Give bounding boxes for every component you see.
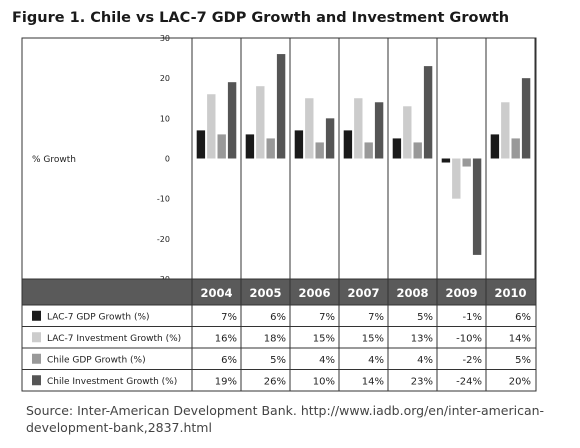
bar xyxy=(511,138,520,159)
bar xyxy=(315,142,324,159)
bar xyxy=(423,66,433,159)
chart-title: Figure 1. Chile vs LAC-7 GDP Growth and … xyxy=(12,10,510,26)
legend-swatch xyxy=(32,353,41,364)
bar xyxy=(413,142,422,159)
x-tick-label: 2008 xyxy=(396,286,428,300)
y-tick-label: 30 xyxy=(160,34,170,43)
x-tick-label: 2010 xyxy=(494,286,526,300)
legend-swatch xyxy=(32,332,41,343)
bar xyxy=(392,138,402,159)
data-label: 23% xyxy=(411,376,433,387)
y-tick-label: 0 xyxy=(165,155,170,164)
legend-swatch xyxy=(32,375,41,386)
bar xyxy=(276,54,286,159)
x-tick-label: 2006 xyxy=(298,286,330,300)
data-label: 4% xyxy=(368,355,384,366)
data-label: -1% xyxy=(463,312,482,323)
data-label: 6% xyxy=(221,355,237,366)
y-axis-label: % Growth xyxy=(32,155,76,165)
y-tick-label: 10 xyxy=(160,114,170,123)
data-label: 16% xyxy=(215,333,237,344)
x-tick-label: 2004 xyxy=(200,286,232,300)
y-tick-label: 20 xyxy=(160,74,170,83)
bar xyxy=(441,158,451,163)
bar xyxy=(343,130,353,159)
legend-label: Chile Investment Growth (%) xyxy=(47,377,177,387)
data-label: 19% xyxy=(215,376,237,387)
bar xyxy=(501,102,510,159)
data-label: 10% xyxy=(313,376,335,387)
bar xyxy=(207,94,216,159)
data-label: 5% xyxy=(515,355,531,366)
data-label: -10% xyxy=(456,333,482,344)
bar xyxy=(490,134,500,159)
data-label: 4% xyxy=(417,355,433,366)
bar xyxy=(462,158,471,167)
chart: % Growth 3020100-10-20-30200420052006200… xyxy=(21,34,537,392)
bar xyxy=(305,98,314,159)
data-label: 20% xyxy=(509,376,531,387)
data-label: 14% xyxy=(362,376,384,387)
bar xyxy=(266,138,275,159)
data-label: 5% xyxy=(417,312,433,323)
bar xyxy=(256,86,265,159)
bar xyxy=(472,158,482,255)
x-tick-label: 2007 xyxy=(347,286,379,300)
source-note: Source: Inter-American Development Bank.… xyxy=(26,403,545,435)
bar xyxy=(354,98,363,159)
legend-label: Chile GDP Growth (%) xyxy=(47,355,146,365)
legend-label: LAC-7 Investment Growth (%) xyxy=(47,334,181,344)
bar xyxy=(403,106,412,159)
bar xyxy=(452,158,461,199)
data-label: 7% xyxy=(221,312,237,323)
legend-label: LAC-7 GDP Growth (%) xyxy=(47,312,150,322)
bar xyxy=(217,134,226,159)
data-label: 7% xyxy=(319,312,335,323)
data-label: 15% xyxy=(362,333,384,344)
legend-swatch xyxy=(32,310,41,321)
x-tick-label: 2005 xyxy=(249,286,281,300)
data-label: -24% xyxy=(456,376,482,387)
bar xyxy=(374,102,384,159)
data-label: 6% xyxy=(270,312,286,323)
bar xyxy=(245,134,255,159)
data-label: 5% xyxy=(270,355,286,366)
data-label: 4% xyxy=(319,355,335,366)
data-label: -2% xyxy=(463,355,482,366)
data-label: 7% xyxy=(368,312,384,323)
data-label: 18% xyxy=(264,333,286,344)
x-tick-label: 2009 xyxy=(445,286,477,300)
bar xyxy=(325,118,335,159)
data-label: 14% xyxy=(509,333,531,344)
table-header-band xyxy=(21,278,537,306)
data-label: 26% xyxy=(264,376,286,387)
bar xyxy=(521,78,531,159)
y-tick-label: -10 xyxy=(157,195,170,204)
data-label: 13% xyxy=(411,333,433,344)
y-tick-label: -20 xyxy=(157,235,170,244)
data-label: 15% xyxy=(313,333,335,344)
data-label: 6% xyxy=(515,312,531,323)
bar xyxy=(364,142,373,159)
bar xyxy=(196,130,206,159)
bar xyxy=(294,130,304,159)
bar xyxy=(227,82,237,159)
